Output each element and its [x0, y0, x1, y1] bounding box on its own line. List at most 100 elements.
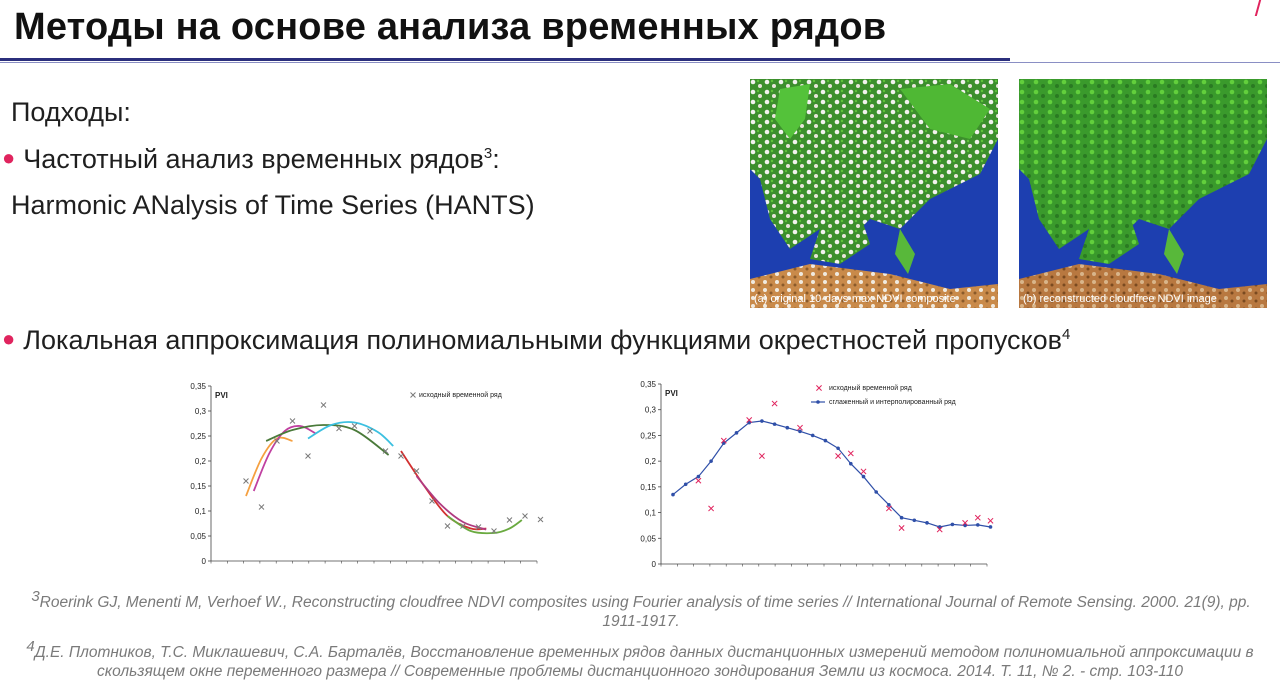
approaches-label: Подходы: — [11, 97, 131, 127]
reference-4-number: 4 — [26, 638, 35, 655]
map-original-ndvi: (a) original 10-days-max-NDVI composite — [750, 79, 998, 308]
y-tick-label: 0,25 — [190, 432, 206, 441]
data-point-cross — [429, 498, 435, 504]
data-point-cross — [382, 448, 389, 454]
original-series-cross — [962, 519, 969, 526]
smoothed-series-point — [912, 518, 917, 523]
y-tick-label: 0,35 — [640, 380, 656, 389]
original-series-cross — [936, 526, 943, 533]
reference-3: 3Roerink GJ, Menenti M, Verhoef W., Reco… — [10, 587, 1272, 631]
data-point-cross — [522, 513, 528, 519]
bullet-dot-icon: ● — [2, 145, 16, 170]
y-tick-label: 0,3 — [195, 407, 207, 416]
fit-curve — [307, 421, 394, 447]
smoothed-series-point — [963, 523, 967, 528]
smoothed-series-point — [976, 523, 980, 527]
hants-text: Harmonic ANalysis of Time Series (HANTS) — [11, 190, 535, 220]
y-tick-label: 0,15 — [640, 483, 656, 492]
bullet-frequency-analysis: ● Частотный анализ временных рядов3: — [2, 144, 500, 175]
legend-marker-dot — [816, 400, 820, 404]
data-point-cross — [336, 425, 342, 432]
chart-smoothed-series: 0 0,05 0,1 0,15 0,2 0,25 0,3 0,35 PVI исходный вр… — [640, 380, 994, 569]
legend-label: исходный временной ряд — [419, 391, 502, 399]
y-axis-label: PVI — [215, 391, 228, 400]
data-point-cross — [491, 528, 497, 534]
fit-curve — [245, 436, 293, 497]
original-series-cross — [708, 505, 715, 512]
smoothed-series-point — [887, 503, 891, 507]
y-tick-label: 0,35 — [190, 382, 206, 391]
bullet1-footnote-ref: 3 — [483, 145, 493, 162]
smoothed-series-point — [785, 425, 790, 430]
data-point-cross — [289, 418, 296, 424]
y-tick-label: 0 — [202, 557, 207, 566]
smoothed-series-point — [836, 446, 840, 451]
smoothed-series-point — [671, 492, 675, 497]
smoothed-series-point — [861, 474, 866, 479]
original-series-cross — [860, 468, 867, 475]
original-series-cross — [771, 400, 778, 407]
data-point-cross — [460, 523, 466, 529]
data-point-cross — [320, 402, 327, 408]
data-point-cross — [243, 478, 249, 484]
smoothed-series-point — [849, 461, 853, 466]
smoothed-series-point — [937, 525, 942, 529]
y-tick-label: 0,05 — [190, 532, 206, 541]
original-series-cross — [797, 424, 803, 431]
smoothed-series-point — [988, 525, 993, 529]
smoothed-series-point — [696, 474, 701, 479]
data-point-cross — [537, 516, 544, 523]
reference-4-text: Д.Е. Плотников, Т.С. Миклашевич, С.А. Ба… — [34, 644, 1254, 681]
bullet-dot-icon: ● — [2, 326, 16, 351]
bullet1-text: Частотный анализ временных рядов — [23, 144, 484, 174]
original-series-cross — [746, 417, 753, 423]
legend-label-original: исходный временной ряд — [829, 384, 912, 392]
smoothed-series-point — [810, 433, 815, 438]
smoothed-series-point — [925, 521, 929, 525]
title-underline — [0, 58, 1010, 61]
original-series-cross — [695, 477, 702, 484]
smoothed-series-point — [874, 490, 878, 494]
smoothed-series-point — [734, 431, 739, 435]
original-series-cross — [974, 514, 981, 521]
smoothed-series-point — [760, 419, 764, 423]
smoothed-series-point — [747, 420, 751, 425]
reference-3-number: 3 — [31, 588, 40, 605]
original-series-cross — [885, 505, 892, 512]
smoothed-series-point — [899, 515, 904, 520]
y-axis-label: PVI — [665, 389, 678, 398]
bullet-polynomial-approximation: ● Локальная аппроксимация полиномиальными… — [2, 325, 1070, 356]
y-tick-label: 0 — [652, 560, 657, 569]
original-series-cross — [835, 453, 842, 459]
data-point-cross — [258, 504, 265, 510]
data-point-cross — [367, 428, 373, 434]
y-tick-label: 0,1 — [195, 507, 207, 516]
data-point-cross — [274, 438, 280, 444]
fit-curve — [252, 425, 317, 492]
slide-title: Методы на основе анализа временных рядов — [14, 6, 887, 48]
smoothed-series-point — [798, 429, 802, 434]
title-thin-rule — [0, 62, 1280, 63]
legend-marker-cross — [816, 385, 822, 391]
reference-3-text: Roerink GJ, Menenti M, Verhoef W., Recon… — [39, 594, 1251, 631]
reference-4: 4Д.Е. Плотников, Т.С. Миклашевич, С.А. Б… — [6, 637, 1274, 681]
data-point-cross — [305, 453, 311, 459]
smoothed-series-point — [950, 522, 955, 527]
fit-curve — [415, 475, 487, 531]
y-tick-label: 0,1 — [645, 509, 657, 518]
smoothed-series-line — [672, 420, 991, 528]
y-tick-label: 0,2 — [195, 457, 207, 466]
original-series-cross — [898, 525, 905, 531]
y-tick-label: 0,2 — [645, 457, 657, 466]
bullet1-colon: : — [492, 144, 500, 174]
fit-curve — [446, 515, 523, 535]
smoothed-series-point — [709, 459, 713, 463]
legend-marker-cross — [410, 392, 416, 398]
data-point-cross — [413, 468, 420, 474]
data-point-cross — [351, 423, 358, 429]
legend-label-smoothed: сглаженный и интерполированный ряд — [829, 398, 956, 406]
fit-curve — [400, 450, 487, 531]
smoothed-series-point — [823, 438, 828, 443]
y-tick-label: 0,3 — [645, 406, 657, 415]
chart-polynomial-fits: 0 0,05 0,1 0,15 0,2 0,25 0,3 0,35 PVI исходный вр… — [190, 382, 544, 566]
